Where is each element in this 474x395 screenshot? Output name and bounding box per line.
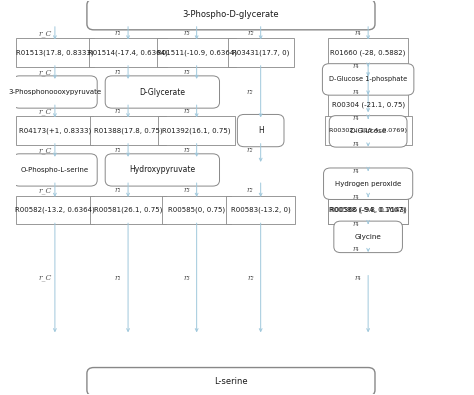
Text: r₁: r₁ — [115, 107, 121, 115]
FancyBboxPatch shape — [325, 117, 411, 145]
Text: r₁: r₁ — [115, 29, 121, 37]
Text: r₄: r₄ — [352, 245, 359, 254]
FancyBboxPatch shape — [328, 196, 408, 224]
FancyBboxPatch shape — [158, 117, 235, 145]
Text: r₄: r₄ — [352, 193, 359, 201]
Text: r_C: r_C — [38, 68, 52, 76]
Text: r₁: r₁ — [115, 146, 121, 154]
FancyBboxPatch shape — [13, 154, 97, 186]
Text: R03431(17.7, 0): R03431(17.7, 0) — [232, 49, 289, 56]
Text: Hydroxypyruvate: Hydroxypyruvate — [129, 166, 195, 175]
Text: Glycine: Glycine — [355, 234, 382, 240]
Text: R01660 (-28, 0.5882): R01660 (-28, 0.5882) — [330, 49, 406, 56]
Text: r_C: r_C — [38, 29, 52, 37]
Text: r_C: r_C — [38, 146, 52, 154]
FancyBboxPatch shape — [89, 38, 167, 67]
FancyBboxPatch shape — [334, 221, 402, 253]
Text: r₂: r₂ — [247, 29, 254, 37]
Text: R00302 (-115.4, 0.0769): R00302 (-115.4, 0.0769) — [329, 128, 407, 133]
Text: r₃: r₃ — [183, 29, 190, 37]
Text: D-Glucose: D-Glucose — [349, 128, 387, 134]
FancyBboxPatch shape — [228, 38, 294, 67]
Text: r₄: r₄ — [352, 88, 359, 96]
Text: r₁: r₁ — [115, 68, 121, 76]
Text: r₄: r₄ — [352, 140, 359, 148]
Text: O-Phospho-L-serine: O-Phospho-L-serine — [21, 167, 89, 173]
FancyBboxPatch shape — [329, 116, 407, 147]
Text: r_C: r_C — [38, 107, 52, 115]
Text: r₁: r₁ — [115, 186, 121, 194]
Text: r₄: r₄ — [355, 29, 361, 37]
Text: R00588 (-9.8, 0.7143): R00588 (-9.8, 0.7143) — [329, 207, 407, 213]
FancyBboxPatch shape — [237, 115, 284, 147]
Text: r₂: r₂ — [247, 274, 254, 282]
FancyBboxPatch shape — [328, 38, 408, 67]
Text: R00304 (-21.1, 0.75): R00304 (-21.1, 0.75) — [332, 102, 405, 108]
FancyBboxPatch shape — [324, 168, 413, 199]
Text: r₃: r₃ — [183, 274, 190, 282]
Text: Hydrogen peroxide: Hydrogen peroxide — [335, 181, 401, 187]
Text: r₂: r₂ — [246, 146, 253, 154]
Text: r₄: r₄ — [352, 115, 359, 122]
FancyBboxPatch shape — [328, 91, 408, 119]
FancyBboxPatch shape — [328, 196, 408, 224]
Text: R00585(0, 0.75): R00585(0, 0.75) — [168, 207, 225, 213]
Text: 3-Phosphonoooxypyruvate: 3-Phosphonoooxypyruvate — [9, 89, 101, 95]
FancyBboxPatch shape — [90, 196, 166, 224]
Text: R01514(-17.4, 0.6364): R01514(-17.4, 0.6364) — [88, 49, 168, 56]
Text: L-serine: L-serine — [214, 377, 248, 386]
Text: R00582(-13.2, 0.6364): R00582(-13.2, 0.6364) — [15, 207, 95, 213]
FancyBboxPatch shape — [105, 154, 219, 186]
Text: H: H — [258, 126, 264, 135]
Text: R01388(17.8, 0.75): R01388(17.8, 0.75) — [94, 127, 163, 134]
Text: R04173(+1, 0.8333): R04173(+1, 0.8333) — [19, 127, 91, 134]
Text: R00366 (-94, 0.1667): R00366 (-94, 0.1667) — [330, 207, 406, 213]
Text: r₂: r₂ — [246, 186, 253, 194]
Text: D-Glycerate: D-Glycerate — [139, 88, 185, 96]
FancyBboxPatch shape — [227, 196, 295, 224]
FancyBboxPatch shape — [87, 0, 375, 30]
Text: r₃: r₃ — [183, 107, 190, 115]
FancyBboxPatch shape — [157, 38, 236, 67]
Text: r₄: r₄ — [352, 62, 359, 70]
Text: R00581(26.1, 0.75): R00581(26.1, 0.75) — [94, 207, 162, 213]
Text: r₄: r₄ — [355, 274, 361, 282]
Text: r₁: r₁ — [115, 274, 121, 282]
FancyBboxPatch shape — [322, 64, 414, 95]
Text: r_C: r_C — [38, 186, 52, 194]
Text: R01513(17.8, 0.8333): R01513(17.8, 0.8333) — [16, 49, 94, 56]
FancyBboxPatch shape — [16, 196, 94, 224]
FancyBboxPatch shape — [16, 38, 94, 67]
FancyBboxPatch shape — [163, 196, 231, 224]
Text: R01511(-10.9, 0.6364): R01511(-10.9, 0.6364) — [156, 49, 237, 56]
Text: D-Glucose 1-phosphate: D-Glucose 1-phosphate — [329, 76, 407, 83]
Text: R00583(-13.2, 0): R00583(-13.2, 0) — [231, 207, 291, 213]
FancyBboxPatch shape — [17, 117, 93, 145]
Text: r₃: r₃ — [183, 186, 190, 194]
Text: r₄: r₄ — [352, 167, 359, 175]
Text: r₃: r₃ — [183, 68, 190, 76]
FancyBboxPatch shape — [13, 76, 97, 108]
Text: R01392(16.1, 0.75): R01392(16.1, 0.75) — [163, 127, 231, 134]
FancyBboxPatch shape — [90, 117, 166, 145]
FancyBboxPatch shape — [105, 76, 219, 108]
Text: r₃: r₃ — [183, 146, 190, 154]
Text: r₂: r₂ — [246, 88, 253, 96]
Text: r_C: r_C — [38, 274, 52, 282]
Text: 3-Phospho-D-glycerate: 3-Phospho-D-glycerate — [182, 10, 279, 19]
Text: r₄: r₄ — [352, 220, 359, 228]
FancyBboxPatch shape — [87, 367, 375, 395]
